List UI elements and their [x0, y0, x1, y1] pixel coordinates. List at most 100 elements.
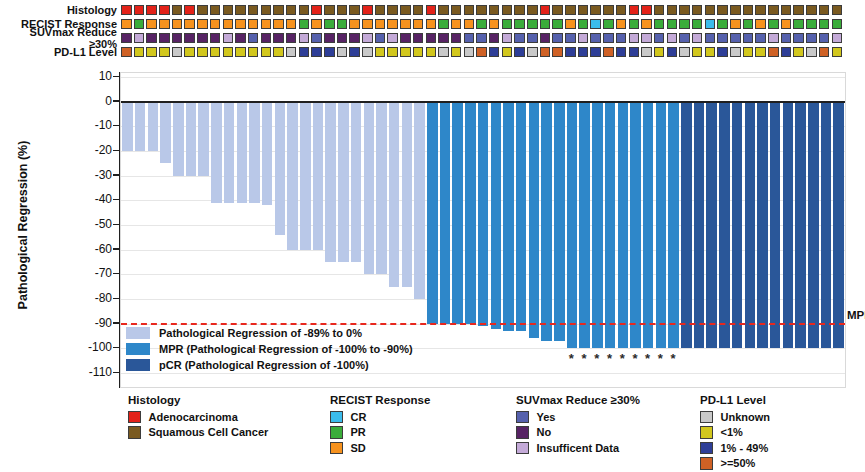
annotation-square [502, 19, 513, 30]
waterfall-bar [287, 102, 298, 250]
annotation-square [717, 5, 728, 16]
y-tick-label: -80 [70, 291, 112, 305]
annotation-square [362, 33, 373, 44]
annotation-square [172, 5, 183, 16]
legend-item: <1% [700, 425, 770, 441]
y-tick-label: 0 [70, 94, 112, 108]
annotation-square [755, 5, 766, 16]
annotation-tracks: HistologyRECIST ResponseSUVmax Reduce ≥3… [0, 3, 844, 59]
asterisk-marker: * [641, 351, 654, 366]
y-tick-label: 10 [70, 69, 112, 83]
annotation-square [793, 5, 804, 16]
annotation-square [806, 19, 817, 30]
annotation-square [311, 19, 322, 30]
annotation-square [616, 33, 627, 44]
legend-swatch [330, 411, 343, 424]
annotation-square [172, 47, 183, 58]
legend-item-label: Adenocarcinoma [149, 411, 238, 423]
legend-swatch [128, 411, 141, 424]
annotation-square [375, 33, 386, 44]
y-tick-label: -30 [70, 168, 112, 182]
annotation-square [489, 47, 500, 58]
annotation-square [514, 33, 525, 44]
annotation-square [134, 19, 145, 30]
annotation-square [793, 47, 804, 58]
annotation-square [235, 47, 246, 58]
legend-group: PD-L1 LevelUnknown<1%1% - 49%>=50% [700, 394, 770, 471]
waterfall-bar [414, 102, 425, 299]
legend-group-title: SUVmax Reduce ≥30% [516, 394, 640, 406]
annotation-square [184, 19, 195, 30]
legend-item-label: Insufficent Data [537, 442, 620, 454]
annotation-square [248, 19, 259, 30]
waterfall-bar [821, 102, 832, 349]
annotation-square [387, 47, 398, 58]
annotation-square [438, 47, 449, 58]
asterisk-marker: * [616, 351, 629, 366]
legend-swatch [700, 442, 713, 455]
annotation-square [121, 5, 132, 16]
annotation-square [743, 5, 754, 16]
waterfall-bar [300, 102, 311, 250]
annotation-square [400, 47, 411, 58]
legend-swatch [330, 442, 343, 455]
annotation-square [832, 19, 843, 30]
annotation-square [641, 33, 652, 44]
annotation-square [705, 47, 716, 58]
annotation-square [311, 33, 322, 44]
legend-item-label: Yes [537, 411, 556, 423]
annotation-square [426, 47, 437, 58]
waterfall-bar [554, 102, 565, 341]
legend-swatch [516, 442, 529, 455]
legend-swatch [516, 426, 529, 439]
annotation-square [159, 47, 170, 58]
annotation-track-row: RECIST Response [0, 17, 844, 31]
annotation-square [654, 5, 665, 16]
annotation-square [819, 19, 830, 30]
legend-item-label: No [537, 426, 552, 438]
waterfall-bar [135, 102, 146, 151]
annotation-square [261, 19, 272, 30]
waterfall-bar [427, 102, 438, 324]
chart-legend-item: pCR (Pathological Regression of -100%) [126, 357, 413, 373]
annotation-square [781, 5, 792, 16]
annotation-square [667, 19, 678, 30]
annotation-square [273, 47, 284, 58]
y-tick-label: -110 [70, 365, 112, 379]
legend-item-label: >=50% [721, 457, 756, 469]
annotation-square [273, 19, 284, 30]
annotation-square [755, 47, 766, 58]
waterfall-bar [757, 102, 768, 349]
annotation-square [692, 33, 703, 44]
annotation-square [565, 5, 576, 16]
annotation-square [629, 5, 640, 16]
annotation-square [552, 33, 563, 44]
annotation-square [730, 47, 741, 58]
waterfall-bar [592, 102, 603, 349]
annotation-square [743, 47, 754, 58]
annotation-square [299, 47, 310, 58]
annotation-square [197, 5, 208, 16]
annotation-square [616, 19, 627, 30]
annotation-square [286, 33, 297, 44]
chart-legend: Pathological Regression of -89% to 0%MPR… [126, 325, 413, 373]
chart-legend-label: Pathological Regression of -89% to 0% [159, 327, 362, 339]
annotation-square [362, 5, 373, 16]
waterfall-bar [313, 102, 324, 250]
annotation-square [337, 33, 348, 44]
annotation-square [603, 19, 614, 30]
annotation-square [527, 47, 538, 58]
annotation-square [578, 5, 589, 16]
annotation-square [679, 47, 690, 58]
annotation-square [819, 47, 830, 58]
waterfall-bar [745, 102, 756, 349]
annotation-square [806, 5, 817, 16]
annotation-square [641, 19, 652, 30]
annotation-square [743, 19, 754, 30]
annotation-square [387, 5, 398, 16]
annotation-square [273, 5, 284, 16]
annotation-square [324, 33, 335, 44]
annotation-square [324, 19, 335, 30]
annotation-square [159, 33, 170, 44]
y-tick-label: -50 [70, 217, 112, 231]
